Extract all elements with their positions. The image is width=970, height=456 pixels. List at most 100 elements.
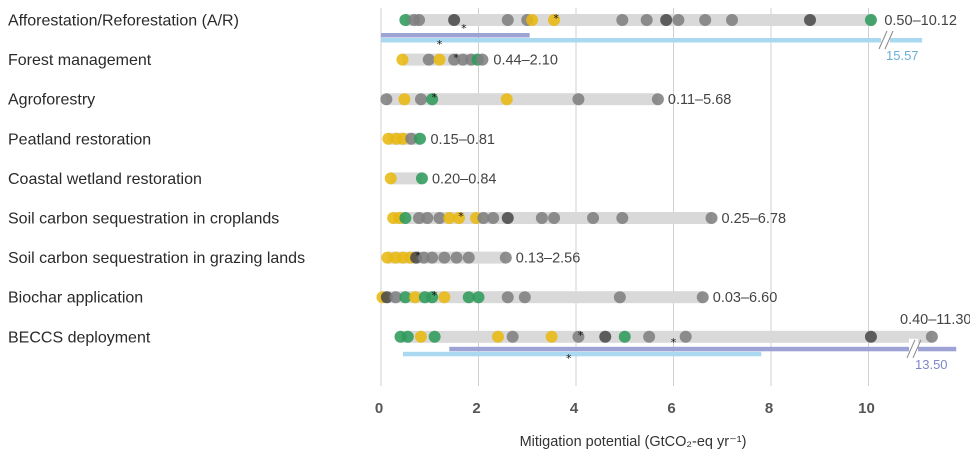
data-point [382, 132, 395, 145]
axis-break-mark [906, 339, 916, 359]
data-point [428, 330, 441, 343]
data-point [476, 53, 489, 66]
data-point [421, 212, 434, 224]
median-star: * [431, 91, 437, 104]
data-point [500, 93, 513, 106]
sub-range-star: * [671, 336, 677, 349]
data-point [472, 291, 485, 304]
data-point [660, 14, 673, 26]
data-point [548, 212, 561, 224]
data-point [417, 251, 430, 264]
data-point [438, 251, 451, 264]
median-star: * [458, 210, 464, 223]
data-point [501, 14, 514, 26]
range-label: 0.13–2.56 [516, 251, 581, 267]
data-point [389, 291, 402, 304]
sub-range-star: * [566, 352, 572, 365]
category-label: Forest management [8, 52, 152, 69]
sub-range-bar [381, 38, 923, 43]
data-point [381, 251, 394, 264]
data-point [696, 291, 709, 304]
data-point [613, 291, 626, 304]
data-point [450, 251, 463, 264]
x-axis-ticks: 0 2 4 6 8 10 [375, 400, 875, 417]
median-star: * [453, 52, 459, 65]
axis-break-gap [881, 30, 890, 50]
data-point [618, 330, 631, 343]
data-point [487, 212, 500, 224]
data-point [545, 330, 558, 343]
data-point [422, 53, 435, 66]
data-point [616, 14, 629, 26]
data-point [433, 53, 446, 66]
range-bar [390, 172, 422, 185]
data-point [426, 251, 439, 264]
data-point [413, 14, 426, 26]
data-point [616, 212, 629, 224]
category-label: Peatland restoration [8, 131, 151, 148]
x-axis-title: Mitigation potential (GtCO₂-eq yr⁻¹) [520, 434, 747, 450]
category-label: Coastal wetland restoration [8, 171, 202, 188]
category-label: Afforestation/Reforestation (A/R) [8, 13, 239, 30]
axis-break-gap [909, 338, 918, 359]
sub-range-bar [402, 351, 762, 357]
data-point [535, 212, 548, 224]
axis-break-mark [884, 30, 894, 50]
data-point [399, 212, 412, 224]
data-point [587, 212, 600, 224]
estimate-points: * * * * * * * [376, 12, 938, 343]
data-point [679, 330, 692, 343]
median-star: * [553, 12, 559, 25]
data-point [380, 291, 393, 304]
data-point [462, 291, 475, 304]
data-point [405, 132, 418, 145]
sub-range-value-label: 15.57 [886, 48, 919, 63]
range-label: 0.25–6.78 [722, 211, 787, 227]
data-point [572, 93, 585, 106]
data-point [456, 53, 469, 66]
sub-range-bar [381, 33, 530, 38]
sub-range-bars: * * 15.57 * 13.50 * [381, 22, 957, 372]
data-point [396, 132, 409, 145]
data-point [506, 330, 519, 343]
axis-break-mark [912, 339, 922, 359]
data-point [501, 291, 514, 304]
data-point [526, 14, 539, 26]
data-point [399, 291, 412, 304]
data-point [414, 132, 426, 145]
data-point [864, 14, 877, 26]
range-label: 0.20–0.84 [432, 171, 497, 187]
data-point [414, 330, 427, 343]
range-label: 0.03–6.60 [713, 290, 778, 306]
range-label: 0.44–2.10 [493, 53, 558, 69]
tick-label: 10 [858, 400, 875, 417]
range-label: 0.15–0.81 [430, 132, 495, 148]
range-bar [386, 93, 658, 106]
tick-label: 0 [375, 400, 383, 417]
data-point [448, 14, 461, 26]
data-point [380, 93, 393, 106]
category-label: Biochar application [8, 290, 143, 307]
data-point [433, 212, 446, 224]
median-star: * [578, 329, 584, 342]
data-point [413, 212, 426, 224]
range-label: 0.40–11.30 [900, 312, 970, 328]
data-point [399, 14, 412, 26]
gridlines [380, 8, 869, 386]
sub-range-star: * [437, 38, 443, 51]
data-point [726, 14, 738, 26]
category-label: Soil carbon sequestration in croplands [8, 211, 279, 228]
sub-range-star: * [461, 22, 467, 35]
data-point [401, 330, 414, 343]
range-label: 0.11–5.68 [668, 92, 731, 108]
axis-break-mark [878, 30, 888, 50]
data-point [384, 172, 397, 185]
data-point [492, 330, 504, 343]
category-labels: Afforestation/Reforestation (A/R) 0.50–10… [8, 13, 970, 347]
category-label: BECCS deployment [8, 329, 151, 346]
data-point [438, 291, 451, 304]
tick-label: 4 [570, 400, 579, 417]
data-point [499, 251, 512, 264]
data-point [426, 93, 439, 106]
